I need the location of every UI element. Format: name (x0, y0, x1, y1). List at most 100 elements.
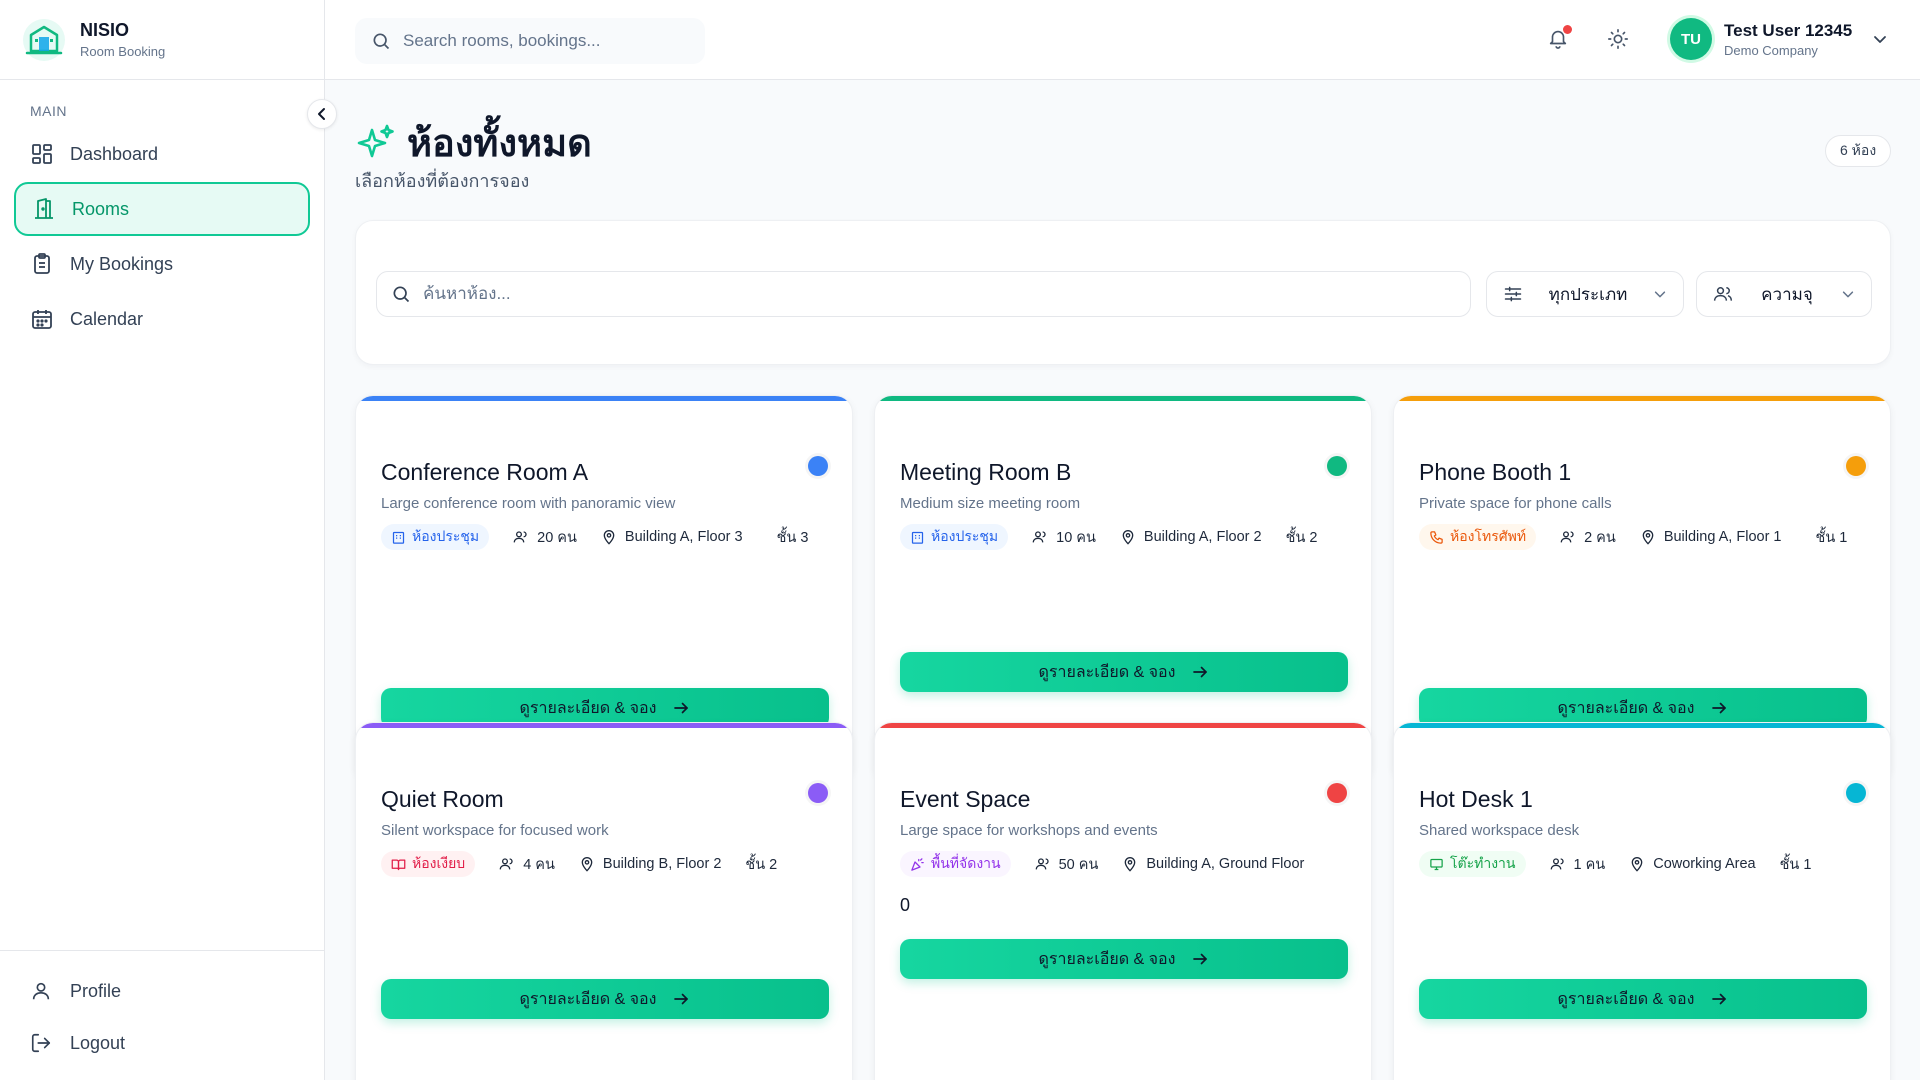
room-description: Shared workspace desk (1419, 822, 1580, 839)
global-search[interactable] (355, 18, 705, 64)
room-meta: โต๊ะทำงาน 1 คน Coworking Area ชั้น 1 (1419, 851, 1869, 877)
card-color-bar (1394, 723, 1890, 728)
room-floor: ชั้น 3 (776, 529, 809, 546)
cta-label: ดูรายละเอียด & จอง (519, 990, 657, 1008)
sidebar-item-label: Logout (70, 1032, 126, 1053)
user-menu[interactable]: TU Test User 12345 Demo Company (1670, 18, 1888, 60)
theme-toggle-button[interactable] (1607, 28, 1629, 55)
sidebar-item-rooms[interactable]: Rooms (14, 182, 310, 236)
phone-icon (1430, 530, 1443, 544)
view-and-book-button[interactable]: ดูรายละเอียด & จอง (900, 939, 1348, 979)
room-card-quiet-room[interactable]: Quiet Room Silent workspace for focused … (355, 722, 853, 1080)
room-meta: ห้องโทรศัพท์ 2 คน Building A, Floor 1 ชั… (1419, 524, 1869, 550)
sidebar-item-calendar[interactable]: Calendar (14, 292, 310, 346)
view-and-book-button[interactable]: ดูรายละเอียด & จอง (381, 688, 829, 728)
bell-icon (1549, 30, 1567, 49)
room-search-input[interactable] (423, 284, 1423, 304)
collapse-sidebar-button[interactable] (307, 99, 337, 129)
clipboard-icon (34, 253, 50, 274)
users-icon (1713, 287, 1733, 301)
room-capacity-label: 1 คน (1573, 856, 1606, 873)
view-and-book-button[interactable]: ดูรายละเอียด & จอง (1419, 979, 1867, 1019)
calendar-icon (32, 310, 52, 329)
room-location: Building B, Floor 2 (579, 851, 721, 877)
arrow-right-icon (1193, 666, 1208, 678)
type-filter-select[interactable]: ทุกประเภท (1486, 271, 1684, 317)
user-name: Test User 12345 (1724, 20, 1853, 40)
cta-label: ดูรายละเอียด & จอง (1038, 950, 1176, 968)
filter-card: ทุกประเภท ความจุ (355, 220, 1891, 365)
room-location: Building A, Floor 2 (1120, 524, 1262, 550)
avatar: TU (1670, 18, 1712, 60)
chevron-left-icon (318, 108, 325, 120)
users-icon (1550, 858, 1564, 870)
sidebar-item-label: Dashboard (70, 143, 159, 164)
brand-logo (20, 16, 68, 64)
brand[interactable]: NISIO Room Booking (0, 0, 324, 80)
room-name: Hot Desk 1 (1419, 786, 1533, 812)
card-color-bar (875, 723, 1371, 728)
arrow-right-icon (674, 993, 689, 1005)
card-color-bar (875, 396, 1371, 401)
sidebar: NISIO Room Booking MAIN Dashboard Rooms … (0, 0, 337, 1080)
monitor-icon (1430, 858, 1443, 870)
sidebar-item-my-bookings[interactable]: My Bookings (14, 237, 310, 291)
users-icon (499, 858, 513, 870)
room-location-label: Coworking Area (1653, 856, 1756, 872)
capacity-filter-select[interactable]: ความจุ (1696, 271, 1872, 317)
room-location: Building A, Floor 3 (601, 524, 743, 550)
chevron-down-icon (1874, 36, 1887, 43)
search-icon (393, 286, 410, 303)
brand-name: NISIO (80, 20, 130, 40)
room-type-label: โต๊ะทำงาน (1450, 855, 1516, 871)
room-extra-value: 0 (900, 895, 911, 915)
room-type-label: ห้องประชุม (412, 528, 480, 544)
notifications-button[interactable] (1547, 26, 1569, 55)
room-capacity-label: 20 คน (537, 529, 577, 546)
view-and-book-button[interactable]: ดูรายละเอียด & จอง (900, 652, 1348, 692)
room-name: Conference Room A (381, 459, 589, 485)
sidebar-item-label: My Bookings (70, 253, 174, 274)
room-capacity: 1 คน (1550, 851, 1606, 877)
card-color-bar (356, 396, 852, 401)
page-subtitle: เลือกห้องที่ต้องการจอง (355, 171, 530, 191)
sidebar-item-logout[interactable]: Logout (0, 1017, 325, 1069)
room-search[interactable] (376, 271, 1471, 317)
room-capacity: 50 คน (1035, 851, 1098, 877)
arrow-right-icon (1712, 993, 1727, 1005)
room-card-hot-desk-1[interactable]: Hot Desk 1 Shared workspace desk โต๊ะทำง… (1393, 722, 1891, 1080)
room-location: Coworking Area (1629, 851, 1756, 877)
sidebar-nav: Dashboard Rooms My Bookings Calendar (14, 127, 310, 347)
room-location-label: Building A, Floor 2 (1143, 529, 1262, 545)
party-popper-icon (911, 857, 924, 871)
top-header: TU Test User 12345 Demo Company (325, 0, 1920, 80)
view-and-book-button[interactable]: ดูรายละเอียด & จอง (1419, 688, 1867, 728)
room-status-dot (1846, 456, 1866, 476)
room-floor: ชั้น 2 (745, 856, 778, 873)
cta-label: ดูรายละเอียด & จอง (1557, 990, 1695, 1008)
room-description: Medium size meeting room (900, 495, 1081, 512)
room-meta: พื้นที่จัดงาน 50 คน Building A, Ground F… (900, 851, 1350, 877)
sidebar-item-dashboard[interactable]: Dashboard (14, 127, 310, 181)
room-type-badge: ห้องเงียบ (381, 851, 476, 877)
room-location-label: Building A, Ground Floor (1146, 856, 1305, 872)
users-icon (1560, 531, 1574, 543)
room-capacity: 20 คน (513, 524, 577, 550)
room-card-meeting-room-b[interactable]: Meeting Room B Medium size meeting room … (874, 395, 1372, 783)
room-status-dot (1327, 456, 1347, 476)
room-card-event-space[interactable]: Event Space Large space for workshops an… (874, 722, 1372, 1080)
room-status-dot (808, 456, 828, 476)
view-and-book-button[interactable]: ดูรายละเอียด & จอง (381, 979, 829, 1019)
global-search-input[interactable] (403, 31, 683, 51)
user-company: Demo Company (1724, 42, 1818, 58)
room-card-phone-booth-1[interactable]: Phone Booth 1 Private space for phone ca… (1393, 395, 1891, 783)
building-icon (392, 531, 405, 544)
sidebar-item-profile[interactable]: Profile (0, 965, 325, 1017)
page-title: ห้องทั้งหมด (355, 112, 592, 173)
sidebar-item-label: Profile (70, 980, 122, 1001)
nav-section-label: MAIN (30, 103, 67, 119)
room-card-conference-room-a[interactable]: Conference Room A Large conference room … (355, 395, 853, 783)
cta-label: ดูรายละเอียด & จอง (1038, 663, 1176, 681)
capacity-filter-value: ความจุ (1761, 284, 1813, 304)
room-capacity: 2 คน (1560, 524, 1616, 550)
